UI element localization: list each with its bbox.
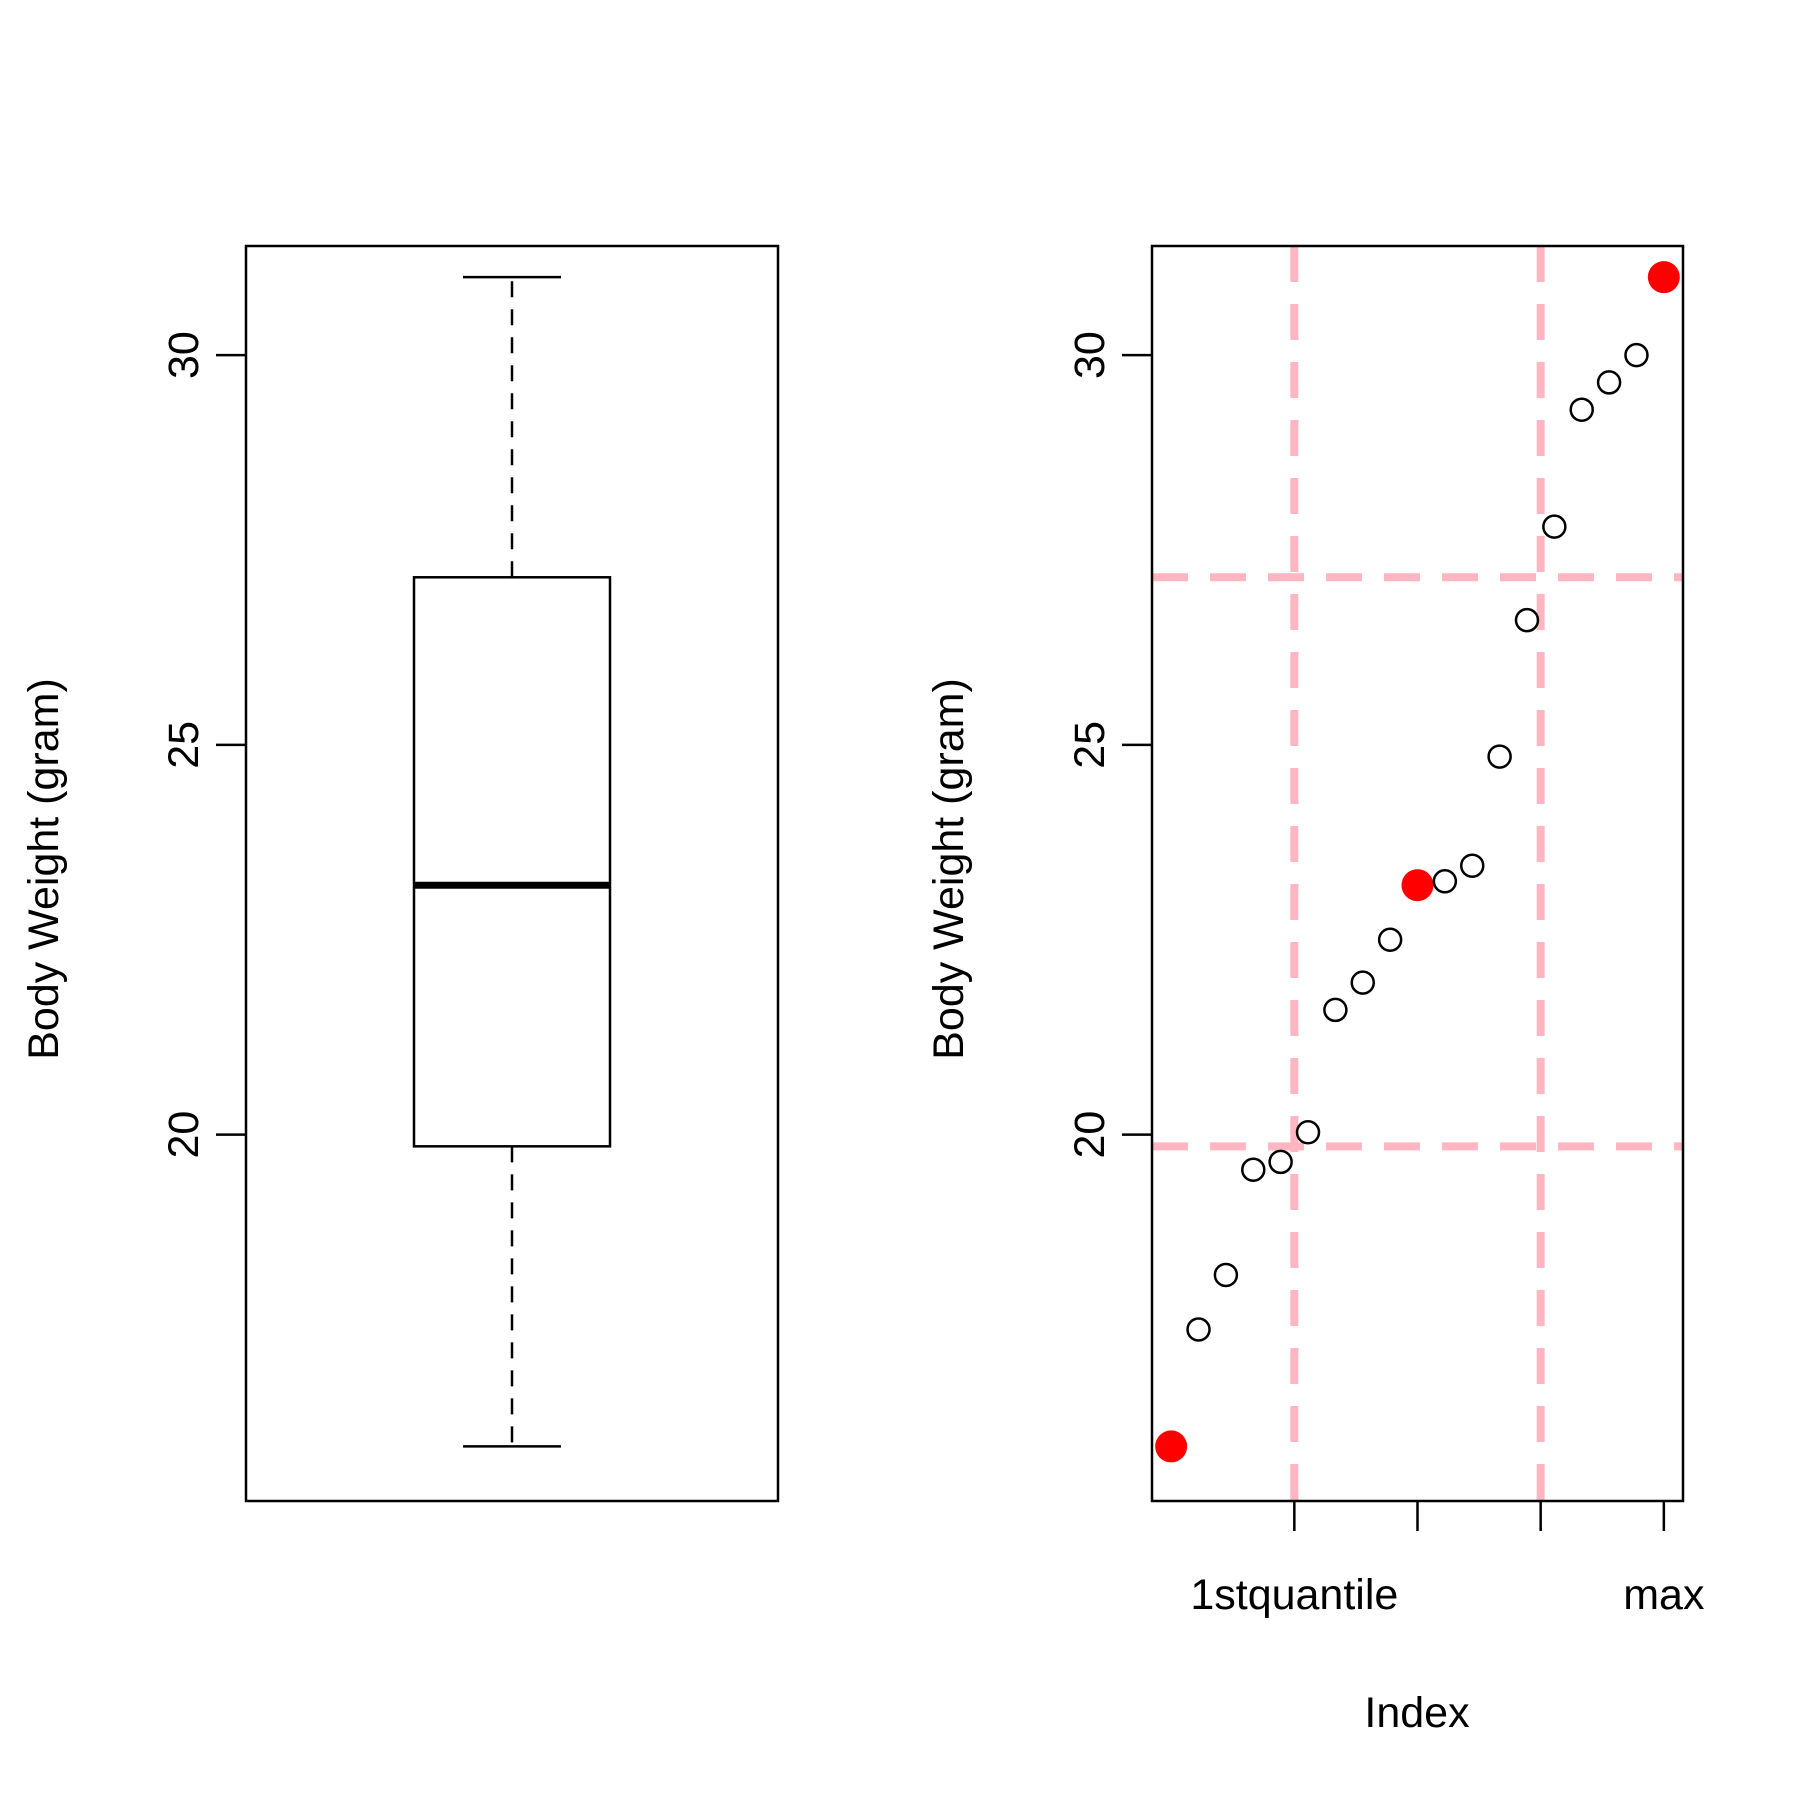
right-x-axis-title: Index (1364, 1689, 1470, 1737)
right-x-tick-label: max (1623, 1571, 1705, 1619)
data-point (1624, 342, 1649, 368)
data-point (1432, 869, 1458, 894)
data-point (1241, 1157, 1266, 1182)
boxplot-body (412, 275, 612, 1448)
right-y-axis: 20 25 30 (1066, 331, 1152, 1159)
data-point (1514, 607, 1540, 633)
data-point (1295, 1120, 1321, 1145)
data-point (1186, 1317, 1211, 1342)
boxplot-panel: Body Weight (gram) 20 25 30 (20, 244, 780, 1503)
data-point (1487, 744, 1512, 769)
data-point (1459, 853, 1485, 878)
data-point (1596, 370, 1622, 395)
data-point (1569, 397, 1594, 422)
data-point (1268, 1149, 1293, 1175)
highlighted-point (1401, 869, 1434, 902)
data-point (1323, 997, 1348, 1023)
right-x-tick-label: 1stquantile (1190, 1571, 1398, 1619)
highlighted-point (1647, 261, 1680, 294)
left-y-tick-label: 20 (160, 1111, 208, 1159)
scatter-panel: Body Weight (gram) Index 20 25 30 1stquant… (925, 244, 1705, 1737)
right-y-tick-label: 20 (1066, 1111, 1114, 1159)
left-y-axis: 20 25 30 (160, 331, 246, 1159)
data-point (1542, 514, 1567, 539)
right-y-tick-label: 25 (1066, 721, 1114, 769)
right-x-axis: 1stquantile max (1190, 1501, 1705, 1619)
left-y-axis-title: Body Weight (gram) (20, 678, 68, 1060)
left-y-tick-label: 25 (160, 721, 208, 769)
data-point (1350, 970, 1376, 995)
right-plot-frame (1150, 244, 1685, 1503)
interquartile-box (412, 576, 612, 1148)
reference-lines (1152, 246, 1683, 1501)
left-plot-frame (244, 244, 780, 1503)
scatter-points (1155, 261, 1680, 1463)
right-y-tick-label: 30 (1066, 331, 1114, 379)
left-y-tick-label: 30 (160, 331, 208, 379)
data-point (1377, 927, 1403, 953)
right-y-axis-title: Body Weight (gram) (925, 678, 973, 1060)
data-point (1213, 1262, 1239, 1288)
highlighted-point (1155, 1430, 1188, 1463)
